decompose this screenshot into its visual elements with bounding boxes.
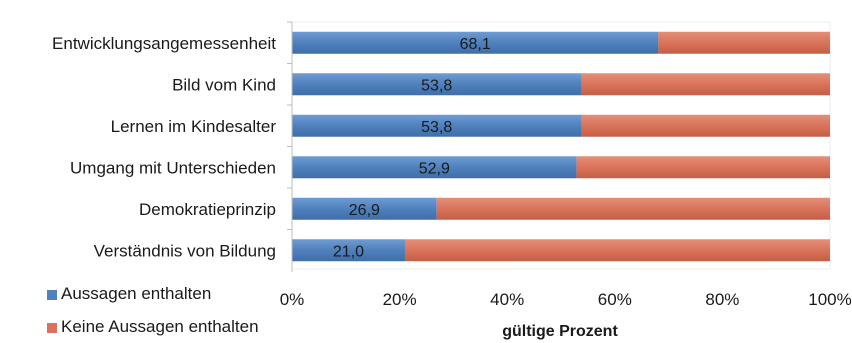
bar-aussagen-enthalten-5 [292, 239, 405, 262]
bar-keine-aussagen-2 [581, 114, 830, 137]
bar-keine-aussagen-5 [404, 239, 830, 262]
legend-label-0: Aussagen enthalten [61, 284, 211, 303]
bar-keine-aussagen-3 [576, 156, 830, 179]
x-axis-label: gültige Prozent [502, 323, 618, 340]
bar-aussagen-enthalten-1 [292, 73, 582, 96]
bar-aussagen-enthalten-4 [292, 197, 437, 220]
data-label-5: 21,0 [333, 243, 364, 260]
x-tick-label-5: 100% [808, 290, 851, 309]
category-label-4: Demokratieprinzip [139, 200, 276, 219]
x-tick-label-2: 40% [490, 290, 524, 309]
x-tick-label-4: 80% [705, 290, 739, 309]
x-tick-label-0: 0% [280, 290, 305, 309]
category-label-3: Umgang mit Unterschieden [70, 158, 276, 177]
x-tick-label-3: 60% [598, 290, 632, 309]
bar-keine-aussagen-0 [658, 31, 830, 54]
bar-aussagen-enthalten-2 [292, 114, 582, 137]
bar-keine-aussagen-1 [581, 73, 830, 96]
data-label-0: 68,1 [460, 36, 491, 53]
data-label-2: 53,8 [421, 119, 452, 136]
bar-keine-aussagen-4 [436, 197, 830, 220]
legend-label-1: Keine Aussagen enthalten [61, 317, 259, 336]
bar-aussagen-enthalten-0 [292, 31, 659, 54]
category-label-2: Lernen im Kindesalter [111, 117, 277, 136]
legend-swatch-0 [47, 290, 57, 300]
data-label-3: 52,9 [419, 160, 450, 177]
data-labels-layer: 68,1 53,8 53,8 52,9 26,9 21,0 [333, 36, 491, 261]
bars-layer [292, 31, 830, 262]
x-tick-label-1: 20% [383, 290, 417, 309]
legend: Aussagen enthalten Keine Aussagen enthalt… [47, 284, 259, 336]
x-tick-labels: 0% 20% 40% 60% 80% 100% [280, 290, 852, 309]
legend-swatch-1 [47, 323, 57, 333]
data-label-4: 26,9 [349, 202, 380, 219]
category-label-1: Bild vom Kind [172, 75, 276, 94]
category-label-5: Verständnis von Bildung [94, 241, 276, 260]
plot-area [291, 21, 831, 270]
category-labels: Entwicklungsangemessenheit Bild vom Kind L… [52, 21, 292, 260]
data-label-1: 53,8 [421, 77, 452, 94]
category-label-0: Entwicklungsangemessenheit [52, 34, 276, 53]
bar-aussagen-enthalten-3 [292, 156, 577, 179]
